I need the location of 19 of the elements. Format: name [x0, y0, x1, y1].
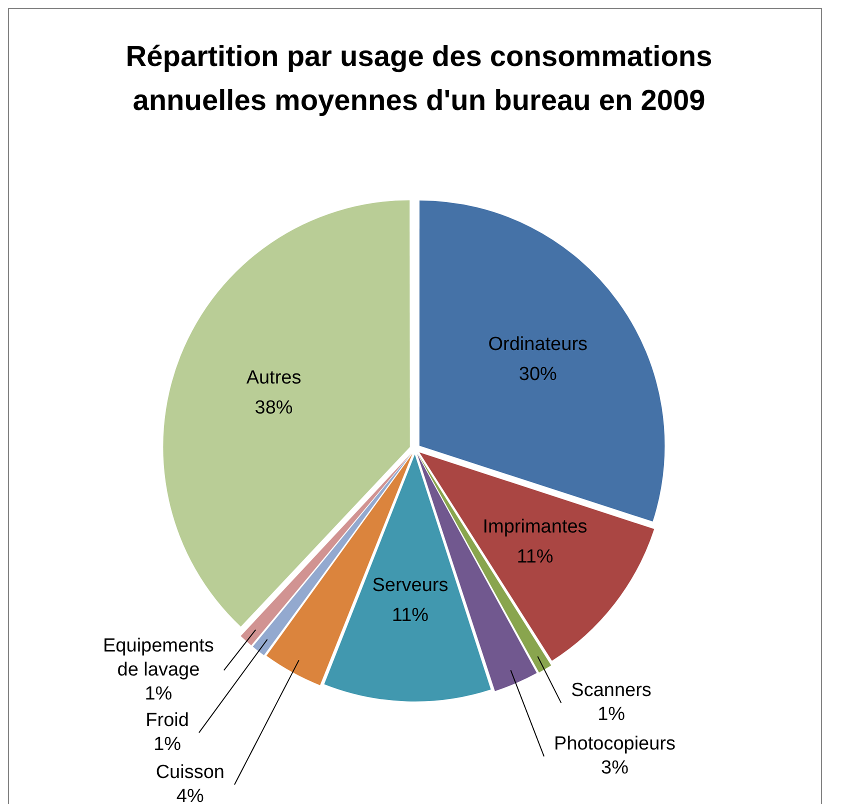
slice-label: Scanners: [571, 680, 652, 702]
chart-title: Répartition par usage des consommations annuelles moyennes d'un bureau en 2009: [124, 40, 714, 119]
slice-label: Ordinateurs: [488, 334, 588, 355]
slice-label: Imprimantes: [482, 516, 588, 538]
slice-label: Photocopieurs: [554, 734, 676, 755]
data-label: 38%: [254, 397, 293, 418]
slice-label: Serveurs: [372, 575, 448, 596]
data-label: 30%: [518, 364, 558, 385]
data-label: 4%: [176, 786, 204, 804]
slice-label: Froid: [146, 710, 189, 731]
data-label: 1%: [154, 734, 182, 755]
data-label: 11%: [392, 605, 429, 626]
data-label: 11%: [516, 546, 554, 568]
slice-label: Equipements de lavage: [103, 636, 214, 681]
data-label: 1%: [598, 704, 626, 726]
data-label: 3%: [601, 758, 629, 779]
slice-label: Cuisson: [156, 762, 224, 783]
data-label: 1%: [144, 684, 172, 705]
slice-label: Autres: [246, 367, 302, 388]
